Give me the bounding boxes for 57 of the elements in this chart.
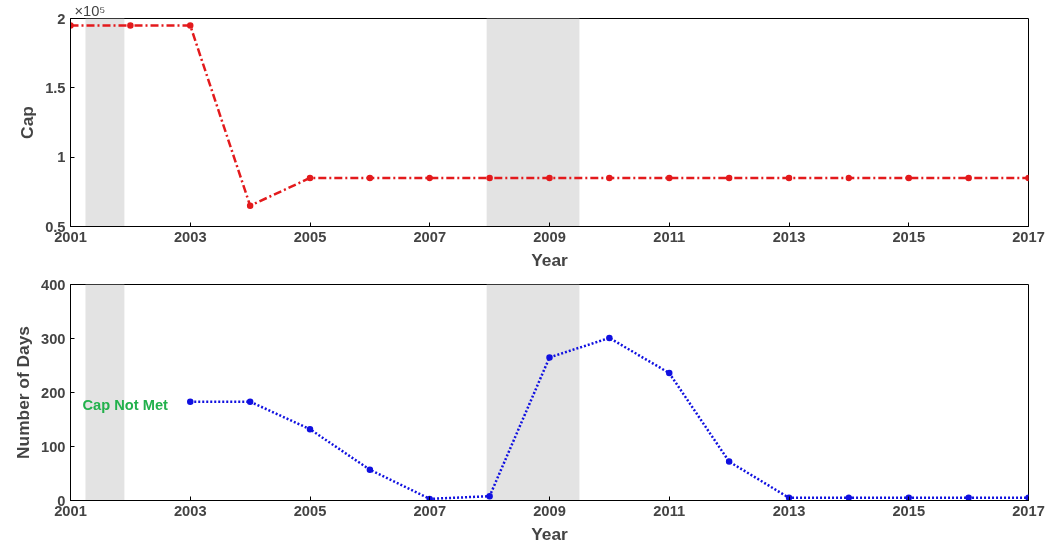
y-tick-label: 100 bbox=[41, 438, 66, 455]
point bbox=[546, 354, 553, 361]
point bbox=[606, 174, 613, 182]
point bbox=[366, 174, 374, 182]
y-tick-label: 1.5 bbox=[45, 79, 66, 96]
annotation: ×10⁵ bbox=[74, 2, 106, 19]
annotation: Cap Not Met bbox=[82, 396, 169, 413]
point bbox=[905, 494, 912, 501]
x-axis-title: Year bbox=[531, 523, 569, 544]
point bbox=[845, 494, 853, 501]
y-axis-title: Number of Days bbox=[13, 326, 34, 459]
y-tick-label: 300 bbox=[41, 330, 66, 347]
x-axis-title: Year bbox=[531, 249, 569, 270]
y-axis-title: Cap bbox=[17, 106, 38, 139]
x-tick-label: 2009 bbox=[533, 228, 566, 245]
x-tick-label: 2017 bbox=[1012, 228, 1045, 245]
point bbox=[845, 174, 853, 182]
point bbox=[905, 174, 912, 182]
point bbox=[725, 174, 733, 182]
point bbox=[666, 369, 673, 377]
point bbox=[306, 425, 314, 433]
y-tick-label: 200 bbox=[41, 384, 66, 401]
x-tick-label: 2017 bbox=[1012, 502, 1045, 519]
point bbox=[306, 174, 314, 182]
point bbox=[246, 398, 254, 405]
point bbox=[486, 174, 493, 182]
y-tick-label: 400 bbox=[41, 276, 66, 293]
point bbox=[725, 458, 733, 465]
point bbox=[426, 174, 433, 182]
x-tick-label: 2015 bbox=[892, 502, 926, 519]
point bbox=[785, 174, 793, 182]
x-tick-label: 2013 bbox=[772, 228, 806, 245]
x-tick-label: 2015 bbox=[892, 228, 926, 245]
point bbox=[965, 494, 972, 501]
x-tick-label: 2009 bbox=[533, 502, 566, 519]
point bbox=[366, 466, 374, 473]
point bbox=[187, 22, 194, 29]
point bbox=[606, 334, 613, 342]
x-tick-label: 2011 bbox=[653, 502, 686, 519]
x-tick-label: 2003 bbox=[173, 228, 207, 245]
point bbox=[785, 494, 793, 501]
x-tick-label: 2003 bbox=[173, 502, 207, 519]
x-tick-label: 2005 bbox=[293, 502, 327, 519]
y-tick-label: 2 bbox=[57, 10, 66, 27]
x-tick-label: 2007 bbox=[413, 502, 447, 519]
y-tick-label: 1 bbox=[57, 149, 66, 166]
point bbox=[546, 174, 553, 182]
point bbox=[187, 398, 194, 405]
point bbox=[965, 174, 972, 182]
point bbox=[666, 174, 673, 182]
x-tick-label: 2007 bbox=[413, 228, 447, 245]
x-tick-label: 2013 bbox=[772, 502, 806, 519]
point bbox=[246, 202, 254, 209]
point bbox=[127, 22, 134, 29]
x-tick-label: 2005 bbox=[293, 228, 327, 245]
point bbox=[486, 492, 493, 500]
x-tick-label: 2011 bbox=[653, 228, 686, 245]
